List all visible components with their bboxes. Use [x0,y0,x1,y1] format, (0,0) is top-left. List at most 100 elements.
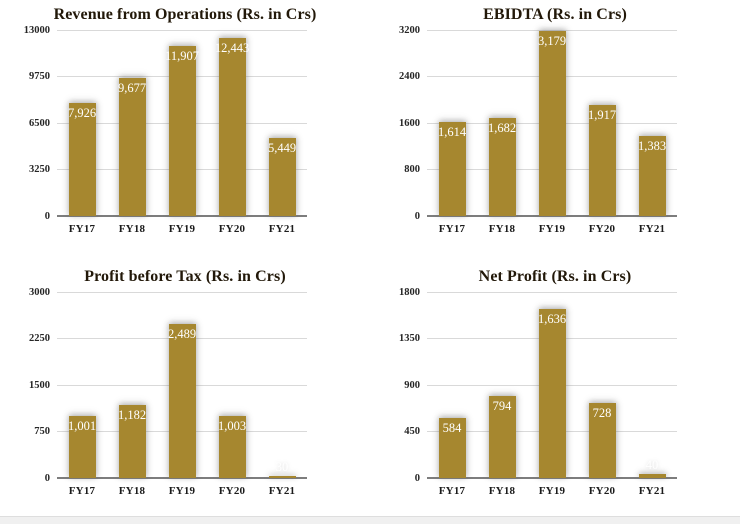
bar-fy21: 30 [268,460,296,478]
bar-value-label: 3,179 [537,34,567,49]
y-tick-label: 1800 [399,286,420,298]
gridline [57,291,307,293]
bar-fy19: 2,489 [167,323,197,478]
y-tick-label: 0 [414,210,420,222]
y-tick-label: 2250 [29,333,50,344]
bar-value-label: 1,003 [217,418,247,433]
x-axis-label-fy20: FY20 [218,223,246,235]
bar-fy20: 1,917 [587,104,617,216]
bar-fy18: 1,182 [117,404,147,478]
bar-fy17: 584 [438,417,466,478]
y-tick-label: 2400 [399,71,420,82]
x-axis-label-fy19: FY19 [538,223,566,235]
bar-fy17: 7,926 [67,102,97,216]
x-axis-label-fy21: FY21 [268,485,296,497]
gridline [427,29,677,31]
x-axis-label-fy18: FY18 [118,223,146,235]
x-axis-label-fy20: FY20 [588,485,616,497]
x-axis-label-fy17: FY17 [68,485,96,497]
x-axis-label-fy21: FY21 [268,223,296,235]
bar-fy21: 5,449 [267,138,297,216]
bar-value-label: 584 [442,420,462,435]
gridline [57,29,307,31]
x-axis-label-fy19: FY19 [168,485,196,497]
x-axis-line [57,477,307,479]
bar-fy20: 1,003 [217,415,247,478]
bar-value-label: 40 [645,457,659,472]
y-tick-label: 9750 [29,71,50,82]
bar-value-label: 2,489 [167,326,197,341]
bar-value-label: 5,449 [267,141,297,156]
chart-title-ebidta: EBIDTA (Rs. in Crs) [483,6,627,23]
bar-value-label: 1,614 [437,125,467,140]
bar-fy18: 794 [488,395,516,478]
bar-fy19: 1,636 [537,308,567,478]
y-tick-label: 900 [404,379,420,391]
x-axis-label-fy20: FY20 [588,223,616,235]
x-axis-label-fy21: FY21 [638,223,666,235]
bar-value-label: 30 [275,460,289,474]
y-tick-label: 450 [404,426,420,437]
bar-value-label: 7,926 [67,105,97,120]
plot-area-net-profit: 0 450 900 1350 1800 584 FY17 794 FY18 1,636 FY19 72… [399,287,677,497]
y-tick-label: 3200 [399,24,420,36]
x-axis-label-fy18: FY18 [488,485,516,497]
plot-area-ebidta: 0 800 1600 2400 3200 1,614 FY17 1,682 FY18 3,179 F… [399,25,677,235]
chart-title-net-profit: Net Profit (Rs. in Crs) [478,268,632,285]
y-tick-label: 0 [44,472,50,484]
y-tick-label: 750 [34,426,50,437]
bar-fy21: 1,383 [637,135,667,216]
plot-area-profit-before-tax: 0 750 1500 2250 3000 1,001 FY17 1,182 FY18 2,489 F… [29,287,307,497]
y-tick-label: 800 [404,164,420,175]
x-axis-label-fy19: FY19 [168,223,196,235]
x-axis-label-fy17: FY17 [438,485,466,497]
y-tick-label: 1350 [399,333,420,344]
bar-fy20: 728 [588,402,616,478]
chart-title-revenue: Revenue from Operations (Rs. in Crs) [53,6,317,23]
x-axis-label-fy18: FY18 [488,223,516,235]
gridline [427,291,677,293]
bar-value-label: 1,383 [637,138,667,153]
y-tick-label: 3000 [29,286,50,298]
x-axis-line [57,215,307,217]
bar-value-label: 728 [592,405,612,420]
footer-strip [0,516,740,524]
bar-fy17: 1,001 [67,415,97,478]
bar-value-label: 1,182 [117,407,147,422]
bar-value-label: 1,001 [67,418,97,433]
bar-value-label: 1,636 [537,311,567,326]
x-axis-label-fy20: FY20 [218,485,246,497]
bar-value-label: 12,443 [214,40,250,55]
x-axis-label-fy17: FY17 [438,223,466,235]
y-tick-label: 6500 [29,117,50,129]
bar-value-label: 1,917 [587,107,617,122]
chart-net-profit: Net Profit (Rs. in Crs) 0 450 900 1350 1800 5… [370,262,740,524]
bar-value-label: 9,677 [117,80,147,95]
bar-fy17: 1,614 [437,122,467,216]
bar-fy18: 9,677 [117,77,147,216]
y-tick-label: 1600 [399,117,420,129]
x-axis-label-fy19: FY19 [538,485,566,497]
bar-fy21: 40 [638,458,666,478]
chart-revenue-from-operations: Revenue from Operations (Rs. in Crs) 0 32… [0,0,370,262]
chart-ebidta: EBIDTA (Rs. in Crs) 0 800 1600 2400 3200 1,61… [370,0,740,262]
x-axis-label-fy18: FY18 [118,485,146,497]
y-tick-label: 0 [44,210,50,222]
chart-profit-before-tax: Profit before Tax (Rs. in Crs) 0 750 1500 2… [0,262,370,524]
bar-value-label: 794 [492,398,512,413]
plot-area-revenue: 0 3250 6500 9750 13000 7,926 FY17 9,677 FY18 11,9… [24,25,307,235]
bar-fy18: 1,682 [487,118,517,216]
y-tick-label: 13000 [23,24,50,36]
bar-fy19: 11,907 [165,45,199,216]
y-tick-label: 0 [414,472,420,484]
bar-fy19: 3,179 [537,31,567,216]
bar-fy20: 12,443 [215,37,249,216]
chart-title-profit-before-tax: Profit before Tax (Rs. in Crs) [84,268,286,285]
bar-value-label: 1,682 [487,121,517,136]
x-axis-label-fy21: FY21 [638,485,666,497]
y-tick-label: 3250 [29,164,50,175]
x-axis-line [427,215,677,217]
y-tick-label: 1500 [29,379,50,391]
